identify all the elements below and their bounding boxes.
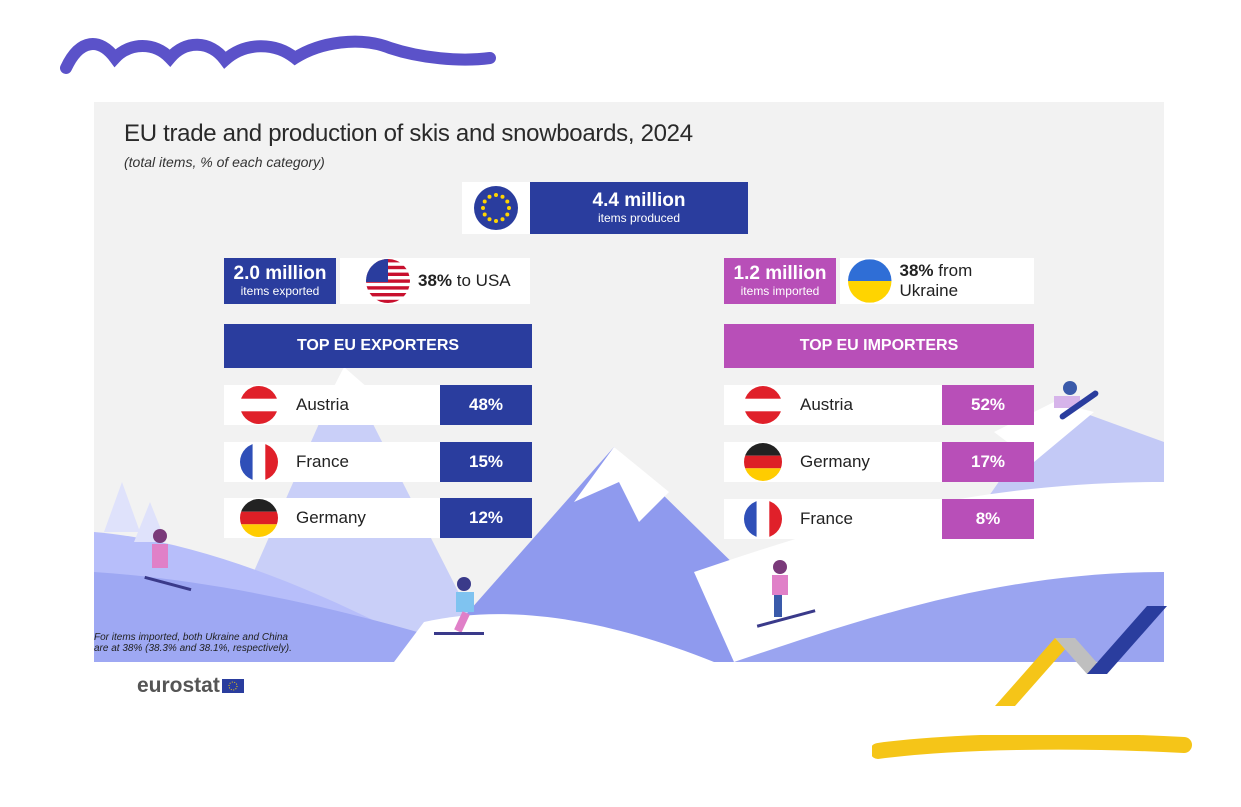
austria-flag-icon	[240, 386, 278, 424]
importer-row-2-country: Germany	[800, 452, 870, 471]
germany-flag-icon	[240, 499, 278, 537]
production-value: 4.4 million	[592, 190, 686, 211]
importer-row-3-flag	[744, 500, 782, 538]
france-flag-icon	[240, 443, 278, 481]
exporter-row-3-country: Germany	[296, 508, 366, 527]
austria-flag-icon	[744, 386, 782, 424]
exporter-row-3-flag	[240, 499, 278, 537]
decorative-yellow-stroke	[872, 735, 1192, 759]
usa-flag-icon	[366, 259, 410, 303]
importer-row-2: Germany 17%	[724, 442, 1034, 482]
exporter-row-2-flag	[240, 443, 278, 481]
exporter-row-2-country: France	[296, 452, 349, 471]
importer-row-1: Austria 52%	[724, 385, 1034, 425]
importer-row-3-percent: 8%	[942, 499, 1034, 539]
exports-value: 2.0 million	[233, 263, 327, 284]
eu-flag-icon	[474, 186, 518, 230]
footnote-line-1: For items imported, both Ukraine and Chi…	[94, 632, 288, 643]
imports-partner-box: 38% from Ukraine	[840, 258, 1034, 304]
exporter-row-1-country: Austria	[296, 395, 349, 414]
footnote-line-2: are at 38% (38.3% and 38.1%, respectivel…	[94, 643, 292, 654]
importer-row-1-flag	[744, 386, 782, 424]
exporter-row-2: France 15%	[224, 442, 532, 482]
snowboarder-figure	[1054, 381, 1099, 420]
mountain-scene	[94, 367, 1164, 662]
imports-value-box: 1.2 million items imported	[724, 258, 836, 304]
exporter-row-1-percent: 48%	[440, 385, 532, 425]
footnote: For items imported, both Ukraine and Chi…	[94, 632, 294, 654]
production-caption: items produced	[597, 211, 681, 225]
ukraine-flag-icon	[848, 259, 892, 303]
exports-partner-box: 38% to USA	[340, 258, 530, 304]
importers-header: TOP EU IMPORTERS	[724, 324, 1034, 368]
infographic-panel: EU trade and production of skis and snow…	[94, 102, 1164, 662]
germany-flag-icon	[744, 443, 782, 481]
exports-partner-percent: 38%	[418, 271, 453, 290]
exporter-row-1: Austria 48%	[224, 385, 532, 425]
exporter-row-3-percent: 12%	[440, 498, 532, 538]
exports-caption: items exported	[240, 284, 320, 298]
importer-row-1-country: Austria	[800, 395, 853, 414]
decorative-squiggle	[60, 35, 496, 74]
exporter-row-3: Germany 12%	[224, 498, 532, 538]
importer-row-2-percent: 17%	[942, 442, 1034, 482]
skier-figure-right	[756, 560, 816, 628]
eu-flag-small-icon	[221, 679, 244, 693]
exporter-row-1-flag	[240, 386, 278, 424]
exports-value-box: 2.0 million items exported	[224, 258, 336, 304]
skier-figure-middle	[434, 577, 484, 635]
importer-row-3-country: France	[800, 509, 853, 528]
production-flag-box	[462, 182, 530, 234]
importer-row-2-flag	[744, 443, 782, 481]
chart-title: EU trade and production of skis and snow…	[124, 120, 693, 147]
imports-partner-percent: 38%	[899, 261, 934, 280]
chart-subtitle: (total items, % of each category)	[124, 154, 325, 170]
exports-partner-label: to USA	[456, 271, 511, 290]
importer-row-3: France 8%	[724, 499, 1034, 539]
eurostat-logo-text: eurostat	[137, 674, 220, 697]
imports-value: 1.2 million	[733, 263, 827, 284]
imports-partner-label: from Ukraine	[899, 261, 973, 300]
skier-figure-left	[144, 529, 192, 592]
decorative-arrow-accent	[995, 606, 1167, 706]
france-flag-icon	[744, 500, 782, 538]
imports-caption: items imported	[740, 284, 820, 298]
importer-row-1-percent: 52%	[942, 385, 1034, 425]
eurostat-logo: eurostat	[137, 674, 244, 698]
exporter-row-2-percent: 15%	[440, 442, 532, 482]
production-value-box: 4.4 million items produced	[530, 182, 748, 234]
exporters-header: TOP EU EXPORTERS	[224, 324, 532, 368]
